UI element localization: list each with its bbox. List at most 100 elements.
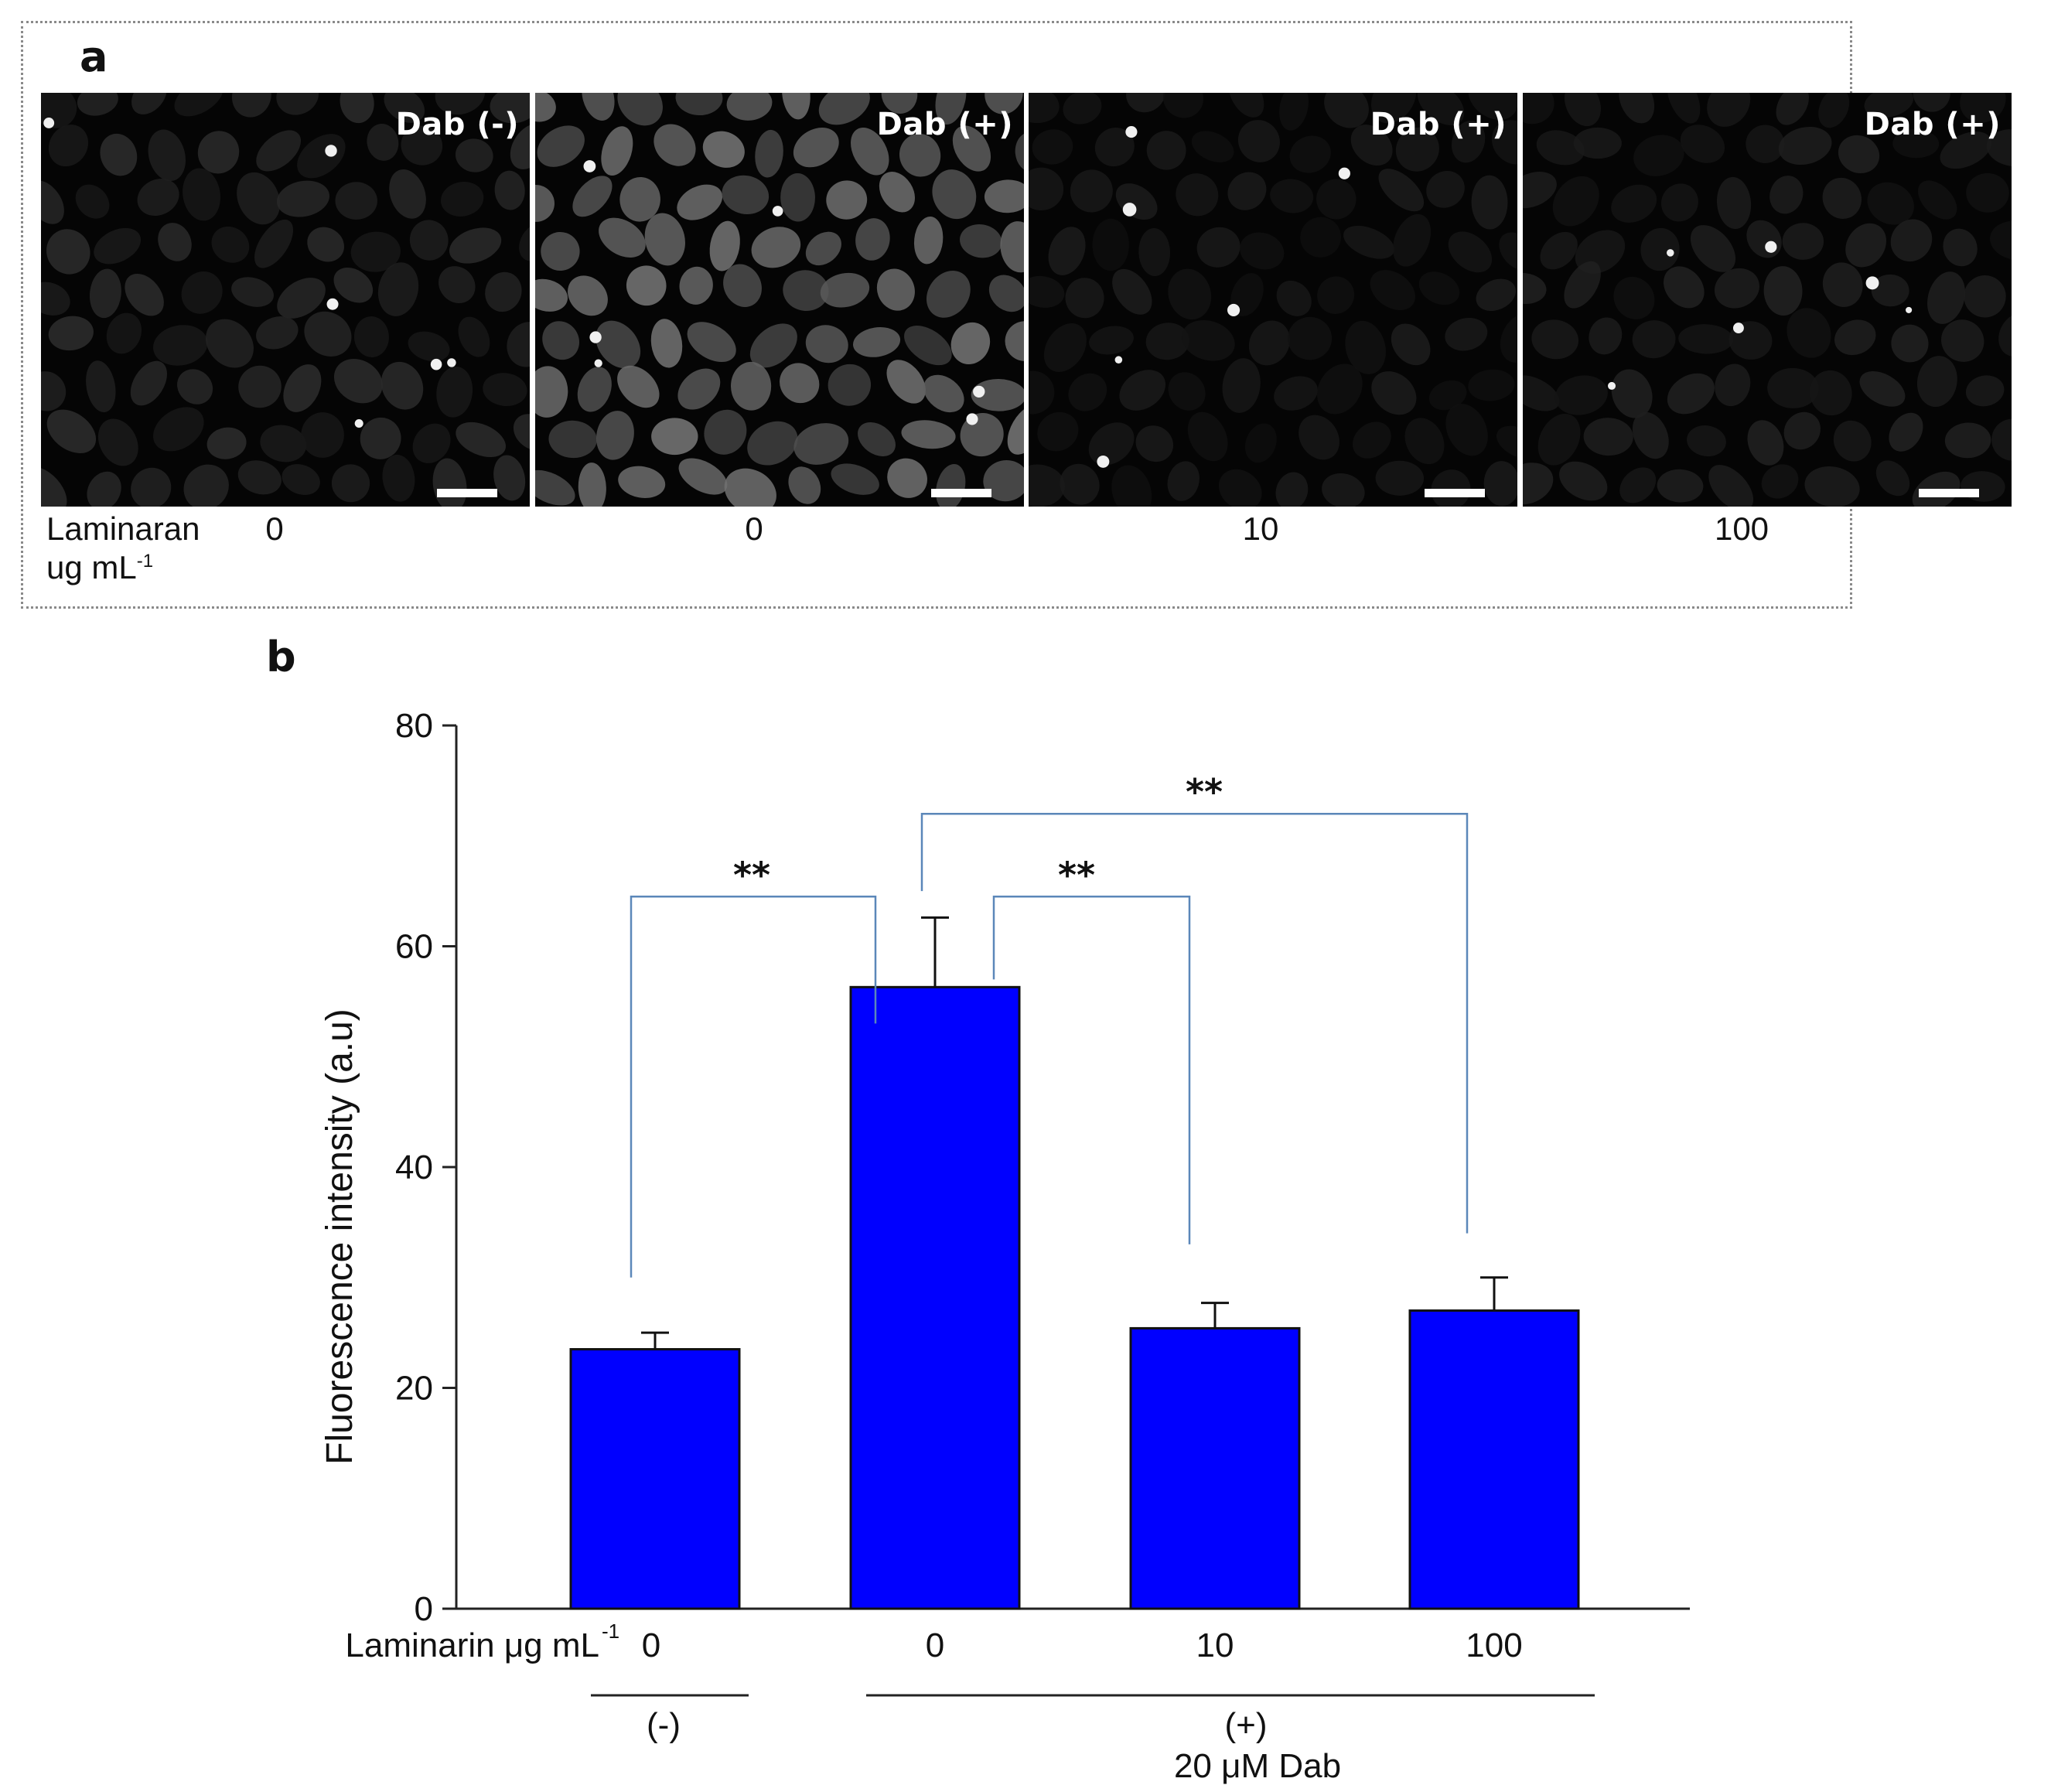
cell: [887, 458, 927, 498]
cell: [1146, 131, 1186, 170]
cell: [455, 138, 493, 172]
cell: [1782, 223, 1824, 260]
cell: [1998, 312, 2012, 357]
cell: [952, 125, 991, 172]
cell: [881, 93, 918, 114]
cell: [805, 325, 848, 364]
cell: [755, 129, 783, 178]
cell: [510, 123, 530, 169]
cell: [1991, 418, 2012, 461]
cell: [282, 464, 320, 495]
cell: [441, 182, 484, 217]
cell: [131, 467, 172, 507]
cell: [535, 93, 556, 122]
bar: [1408, 1309, 1580, 1610]
cell: [131, 93, 167, 114]
cell: [1345, 320, 1386, 374]
cell: [926, 271, 971, 318]
cell: [858, 422, 896, 456]
x-axis-label-sup: -1: [602, 1620, 619, 1643]
cell: [1317, 276, 1355, 314]
cell: [1613, 276, 1655, 319]
cell: [1564, 261, 1601, 309]
cell: [1767, 367, 1819, 408]
cell: [1289, 135, 1331, 173]
significance-bracket: [630, 896, 877, 1278]
cell: [1015, 132, 1024, 172]
cell: [577, 367, 612, 412]
cell: [1583, 418, 1633, 456]
cell: [1471, 175, 1508, 230]
cell: [723, 264, 762, 307]
cell: [572, 176, 613, 217]
cell: [333, 267, 374, 303]
cell: [435, 93, 486, 115]
group-label: (-): [647, 1706, 681, 1744]
cell: [726, 93, 773, 121]
cell: [899, 133, 941, 177]
cell: [1871, 274, 1909, 307]
cell: [360, 417, 401, 459]
cell: [89, 268, 121, 319]
significance-label: **: [1186, 771, 1223, 813]
cell: [1068, 373, 1107, 411]
cell: [436, 366, 473, 418]
cell: [41, 282, 70, 316]
cell: [1445, 404, 1488, 456]
cell-texture: [1523, 93, 2012, 507]
cell: [174, 93, 224, 117]
cell: [1913, 93, 1950, 112]
significance-label: **: [733, 854, 770, 896]
cell: [679, 266, 713, 305]
cell: [1990, 220, 2012, 261]
cell: [1664, 266, 1705, 309]
significance-bracket: [992, 896, 1191, 1244]
micrograph-label: Dab (-): [395, 107, 519, 142]
cell: [599, 217, 646, 258]
cell: [335, 182, 377, 220]
cell: [1889, 412, 1923, 452]
cell: [1445, 317, 1488, 351]
y-axis-label: Fluorescence intensity (a.u): [319, 1009, 360, 1465]
bright-spot: [1097, 455, 1110, 468]
cell: [1276, 280, 1312, 316]
cell: [805, 231, 841, 266]
cell: [211, 226, 250, 263]
bright-spot: [594, 359, 602, 367]
cell: [936, 463, 966, 507]
cell: [1370, 93, 1417, 124]
bright-spot: [1667, 249, 1674, 257]
cell: [1270, 179, 1314, 213]
cell: [197, 131, 240, 174]
cell: [535, 184, 555, 222]
laminaran-value: 10: [1242, 510, 1279, 547]
cell: [542, 321, 580, 360]
cell: [704, 409, 747, 455]
cell: [677, 184, 723, 220]
cell: [1537, 413, 1581, 466]
cell: [1279, 93, 1309, 131]
cell: [231, 93, 271, 118]
cell: [48, 316, 94, 351]
cell: [677, 368, 721, 410]
bright-spot: [447, 358, 456, 367]
cell: [1838, 135, 1880, 174]
cell: [46, 409, 97, 453]
cell: [276, 180, 329, 217]
cell: [1892, 129, 1940, 159]
cell: [456, 422, 507, 457]
cell: [1657, 469, 1704, 503]
cell: [41, 93, 77, 128]
cell: [513, 414, 530, 451]
cell: [1353, 422, 1391, 459]
cell: [1378, 169, 1425, 212]
cell: [1927, 271, 1965, 324]
cell: [596, 320, 641, 369]
cell: [1747, 420, 1784, 466]
cell: [1941, 319, 1984, 362]
cell: [1029, 93, 1060, 124]
cell: [1523, 463, 1554, 505]
cell: [687, 322, 736, 363]
cell: [1317, 364, 1363, 415]
cell: [1324, 93, 1369, 128]
